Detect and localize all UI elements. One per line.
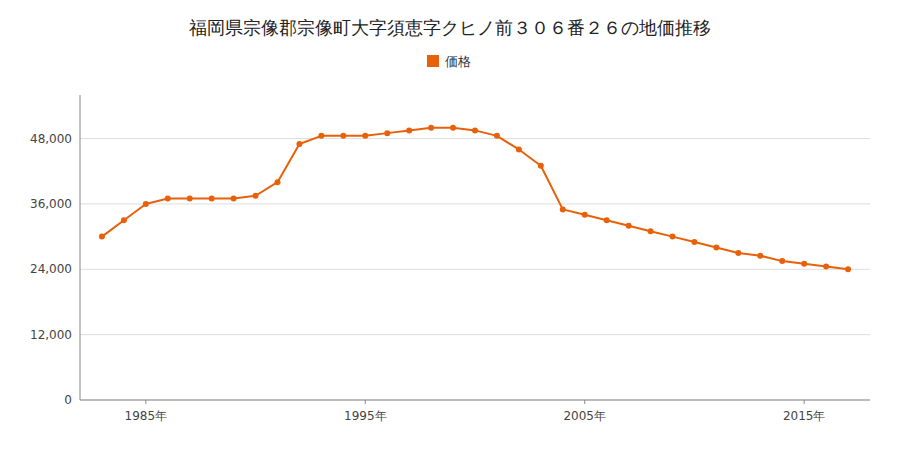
marker	[472, 127, 478, 133]
grid-line	[80, 269, 870, 270]
marker	[735, 250, 741, 256]
marker	[318, 133, 324, 139]
grid-line	[80, 334, 870, 335]
marker	[604, 217, 610, 223]
grid-line	[80, 138, 870, 139]
x-tick-label: 2015年	[783, 409, 826, 423]
y-tick-label: 0	[64, 393, 72, 407]
legend: 価格	[427, 54, 471, 69]
marker	[757, 253, 763, 259]
marker	[99, 234, 105, 240]
chart: 福岡県宗像郡宗像町大字須恵字クヒノ前３０６番２６の地価推移 0 12,000 24,0…	[0, 0, 900, 450]
marker	[582, 212, 588, 218]
x-tick	[145, 400, 146, 404]
legend-label: 価格	[445, 54, 471, 69]
marker	[121, 217, 127, 223]
x-tick-label: 2005年	[563, 409, 606, 423]
marker	[231, 195, 237, 201]
grid-line	[80, 203, 870, 204]
marker	[143, 201, 149, 207]
y-axis-line	[80, 95, 81, 400]
marker	[670, 234, 676, 240]
marker	[340, 133, 346, 139]
background	[0, 0, 900, 450]
grid	[80, 139, 870, 400]
marker	[538, 163, 544, 169]
x-tick-label: 1985年	[125, 409, 168, 423]
marker	[560, 206, 566, 212]
y-tick-label: 12,000	[30, 328, 72, 342]
marker	[165, 195, 171, 201]
marker	[187, 195, 193, 201]
marker	[691, 239, 697, 245]
marker	[362, 133, 368, 139]
marker	[275, 179, 281, 185]
x-axis-line	[80, 400, 870, 401]
marker	[823, 264, 829, 270]
grid-line	[80, 400, 870, 401]
marker	[779, 258, 785, 264]
marker	[648, 228, 654, 234]
marker	[845, 266, 851, 272]
marker	[516, 146, 522, 152]
marker	[713, 245, 719, 251]
marker	[626, 223, 632, 229]
marker	[406, 127, 412, 133]
marker	[384, 130, 390, 136]
marker	[450, 125, 456, 131]
marker	[428, 125, 434, 131]
legend-swatch	[427, 55, 439, 67]
plot-data	[99, 125, 851, 273]
y-tick-label: 36,000	[30, 197, 72, 211]
line	[102, 128, 848, 270]
y-tick-label: 48,000	[30, 132, 72, 146]
x-tick	[804, 400, 805, 404]
marker	[296, 141, 302, 147]
x-tick	[584, 400, 585, 404]
marker	[209, 195, 215, 201]
x-tick-label: 1995年	[344, 409, 387, 423]
marker	[494, 133, 500, 139]
y-tick-label: 24,000	[30, 262, 72, 276]
marker	[253, 193, 259, 199]
x-tick	[365, 400, 366, 404]
marker	[801, 261, 807, 267]
title: 福岡県宗像郡宗像町大字須恵字クヒノ前３０６番２６の地価推移	[189, 17, 711, 38]
